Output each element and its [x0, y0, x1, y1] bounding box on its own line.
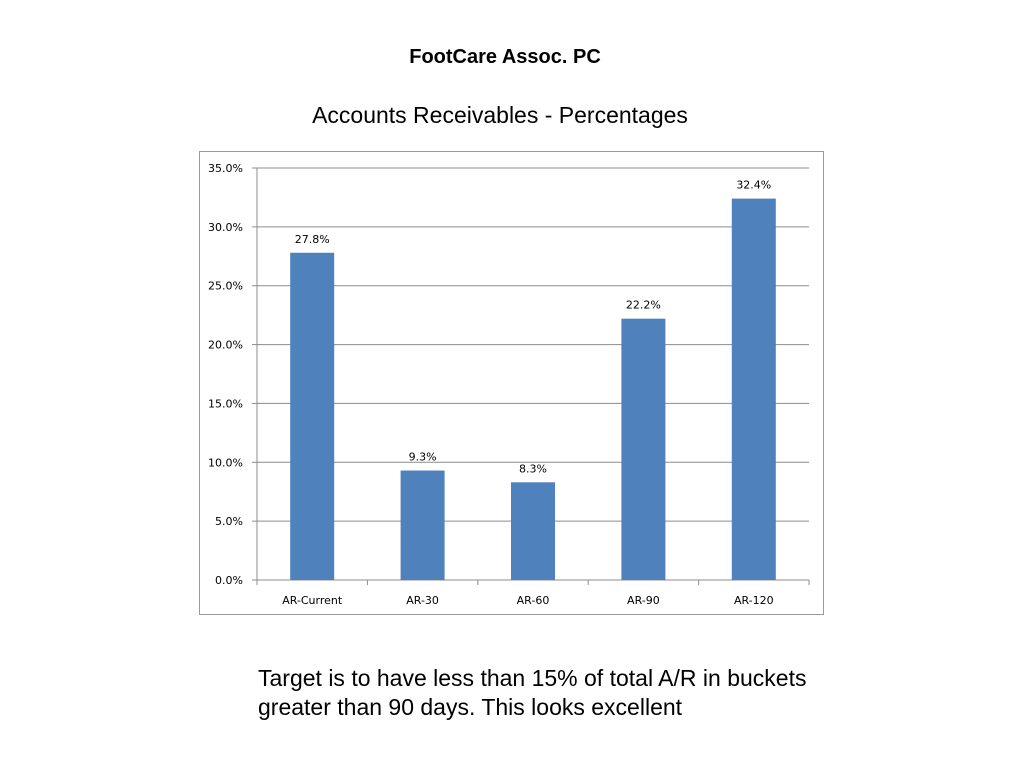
- chart-title: Accounts Receivables - Percentages: [312, 102, 688, 128]
- bar-data-label: 27.8%: [295, 233, 330, 246]
- y-tick-label: 10.0%: [208, 456, 243, 469]
- bar-ar-current: [290, 252, 335, 581]
- y-tick-label: 25.0%: [208, 280, 243, 293]
- target-note: Target is to have less than 15% of total…: [258, 665, 807, 720]
- bar-data-label: 22.2%: [626, 299, 661, 312]
- x-tick-label: AR-120: [734, 594, 774, 607]
- bar-ar-90: [621, 318, 666, 580]
- bar-data-label: 9.3%: [409, 451, 437, 464]
- bar-ar-30: [400, 470, 445, 580]
- x-tick-label: AR-90: [627, 594, 660, 607]
- chart-frame: 0.0% 5.0% 10.0% 15.0% 20.0% 25.0% 30.0% 35.0% 27…: [199, 151, 824, 615]
- y-tick-label: 15.0%: [208, 397, 243, 410]
- y-tick-label: 5.0%: [215, 515, 243, 528]
- y-tick-label: 30.0%: [208, 221, 243, 234]
- x-tick-label: AR-60: [517, 594, 550, 607]
- bar-ar-60: [511, 482, 555, 580]
- company-name: FootCare Assoc. PC: [409, 46, 601, 68]
- bar-chart: 0.0% 5.0% 10.0% 15.0% 20.0% 25.0% 30.0% 35.0% 27…: [208, 162, 810, 607]
- bar-ar-120: [731, 198, 776, 580]
- bar-data-label: 8.3%: [519, 462, 547, 475]
- x-tick-label: AR-Current: [282, 594, 343, 607]
- y-tick-label: 20.0%: [208, 339, 243, 352]
- y-tick-label: 35.0%: [208, 162, 243, 175]
- x-tick-label: AR-30: [406, 594, 439, 607]
- y-tick-label: 0.0%: [215, 574, 243, 587]
- bar-data-label: 32.4%: [736, 179, 771, 192]
